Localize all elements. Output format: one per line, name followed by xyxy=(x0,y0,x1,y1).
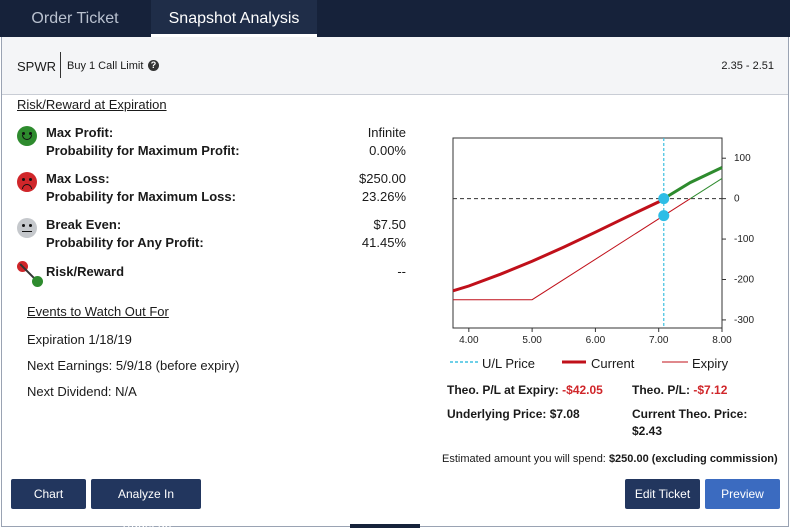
neutral-face-icon xyxy=(17,218,37,238)
profit-loss-chart: 100 0 -100 -200 -300 4.00 5.00 6.00 7.00 8.00 xyxy=(452,137,754,346)
symbol-label: SPWR xyxy=(17,59,56,74)
bid-ask-range: 2.35 - 2.51 xyxy=(721,60,774,72)
order-description: Buy 1 Call Limit xyxy=(67,60,144,72)
current-theo-price-label: Current Theo. Price: xyxy=(632,407,748,421)
y-tick-label: -200 xyxy=(734,274,754,285)
y-tick-label: -100 xyxy=(734,234,754,245)
underlying-price: Underlying Price: $7.08 xyxy=(447,407,580,421)
y-tick-label: 100 xyxy=(734,153,751,164)
prob-max-loss-value: 23.26% xyxy=(361,189,406,204)
expiry-marker xyxy=(658,210,670,222)
prob-any-profit-value: 41.45% xyxy=(361,235,406,250)
max-loss-label: Max Loss: xyxy=(46,171,110,186)
current-marker xyxy=(658,193,670,205)
happy-face-icon xyxy=(17,126,37,146)
help-icon[interactable]: ? xyxy=(148,60,159,71)
max-profit-label: Max Profit: xyxy=(46,125,114,140)
expiration-date: Expiration 1/18/19 xyxy=(27,332,132,347)
current-legend-label: Current xyxy=(591,356,635,371)
risk-reward-title: Risk/Reward at Expiration xyxy=(17,97,167,112)
x-tick-label: 8.00 xyxy=(712,335,732,346)
break-even-label: Break Even: xyxy=(46,217,122,232)
estimated-spend: Estimated amount you will spend: $250.00… xyxy=(442,453,778,465)
expiry-legend-label: Expiry xyxy=(692,356,729,371)
current-line-profit xyxy=(663,166,723,200)
tab-snapshot-analysis[interactable]: Snapshot Analysis xyxy=(151,0,317,37)
order-summary-bar: SPWR Buy 1 Call Limit ? 2.35 - 2.51 xyxy=(2,37,788,95)
snapshot-panel: SPWR Buy 1 Call Limit ? 2.35 - 2.51 Risk… xyxy=(1,37,789,528)
x-tick-label: 5.00 xyxy=(522,335,542,346)
ul-price-legend-line xyxy=(450,361,480,363)
theo-pl-expiry-label: Theo. P/L at Expiry: xyxy=(447,383,559,397)
current-line-loss xyxy=(452,197,665,293)
theo-pl-value: -$7.12 xyxy=(693,383,728,397)
expiry-line-loss xyxy=(453,198,691,301)
next-earnings: Next Earnings: 5/9/18 (before expiry) xyxy=(27,358,240,373)
edit-ticket-button[interactable]: Edit Ticket xyxy=(625,479,700,509)
next-dividend: Next Dividend: N/A xyxy=(27,384,137,399)
break-even-value: $7.50 xyxy=(373,217,406,232)
estimate-text: Estimated amount you will spend: xyxy=(442,453,606,465)
theo-pl-label: Theo. P/L: xyxy=(632,383,690,397)
max-loss-value: $250.00 xyxy=(359,171,406,186)
analyze-tradelab-button[interactable]: Analyze In TradeLab xyxy=(91,479,201,528)
risk-reward-value: -- xyxy=(397,264,406,279)
max-profit-value: Infinite xyxy=(367,125,406,140)
x-tick-label: 4.00 xyxy=(459,335,479,346)
x-tick-label: 6.00 xyxy=(586,335,606,346)
expiry-legend-line xyxy=(662,361,688,363)
y-tick-label: -300 xyxy=(734,315,754,326)
preview-button[interactable]: Preview xyxy=(705,479,780,509)
prob-max-loss-label: Probability for Maximum Loss: xyxy=(46,189,236,204)
ul-price-legend-label: U/L Price xyxy=(482,356,535,371)
y-tick-label: 0 xyxy=(734,194,740,205)
tab-bar: Order Ticket Snapshot Analysis xyxy=(0,0,790,37)
x-tick-label: 7.00 xyxy=(649,335,669,346)
plot-area xyxy=(452,137,723,329)
sad-face-icon xyxy=(17,172,37,192)
prob-any-profit-label: Probability for Any Profit: xyxy=(46,235,204,250)
tab-order-ticket[interactable]: Order Ticket xyxy=(31,10,119,27)
risk-reward-label: Risk/Reward xyxy=(46,264,125,279)
expiry-line-profit xyxy=(690,177,723,200)
theo-pl: Theo. P/L: -$7.12 xyxy=(632,383,727,397)
theo-pl-expiry: Theo. P/L at Expiry: -$42.05 xyxy=(447,383,603,397)
events-title: Events to Watch Out For xyxy=(27,304,169,319)
estimate-amount: $250.00 (excluding commission) xyxy=(608,453,778,465)
bottom-indicator xyxy=(350,524,420,528)
prob-max-profit-label: Probability for Maximum Profit: xyxy=(46,143,240,158)
current-theo-price-value: $2.43 xyxy=(632,424,663,438)
risk-reward-icon xyxy=(17,261,43,287)
current-legend-line xyxy=(562,360,586,364)
theo-pl-expiry-value: -$42.05 xyxy=(562,383,603,397)
chart-button[interactable]: Chart xyxy=(11,479,86,509)
prob-max-profit-value: 0.00% xyxy=(369,143,406,158)
divider xyxy=(60,52,61,78)
